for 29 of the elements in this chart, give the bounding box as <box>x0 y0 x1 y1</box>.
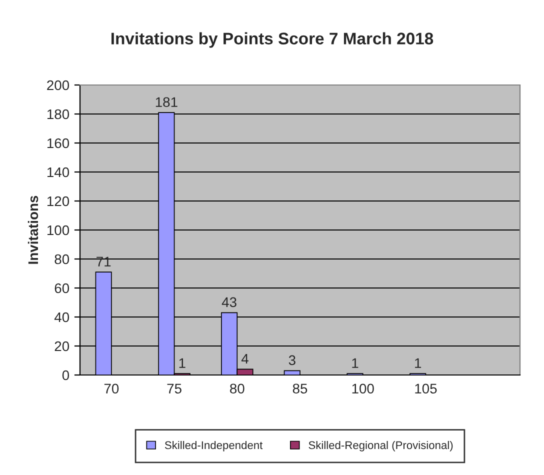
data-label: 43 <box>222 297 236 308</box>
y-tick-label: 60 <box>54 283 70 294</box>
y-axis-title: Invitations <box>28 196 38 264</box>
x-tick-label: 75 <box>167 384 182 394</box>
chart-title: Invitations by Points Score 7 March 2018 <box>111 32 434 48</box>
y-tick-label: 80 <box>54 254 70 264</box>
y-tick-label: 40 <box>54 312 70 322</box>
data-label: 1 <box>415 358 422 368</box>
y-tick-label: 140 <box>47 167 70 178</box>
data-label: 1 <box>352 358 358 368</box>
data-label: 1 <box>179 358 186 368</box>
data-label: 4 <box>241 354 248 364</box>
x-tick-label: 85 <box>292 384 308 394</box>
y-tick-label: 200 <box>47 80 70 90</box>
x-tick-label: 80 <box>230 384 244 394</box>
data-label: 181 <box>156 97 178 108</box>
legend-label: Skilled-Regional (Provisional) <box>308 440 453 452</box>
y-tick-label: 0 <box>62 370 70 380</box>
y-tick-label: 120 <box>47 196 70 206</box>
y-tick-label: 180 <box>47 109 70 120</box>
y-tick-label: 20 <box>54 341 70 352</box>
legend-label: Skilled-Independent <box>164 440 263 452</box>
data-label: 3 <box>288 355 296 366</box>
y-tick-label: 100 <box>47 225 70 236</box>
x-tick-label: 100 <box>352 384 374 394</box>
x-tick-label: 70 <box>104 384 119 394</box>
data-label: 71 <box>96 256 111 266</box>
y-tick-label: 160 <box>47 138 70 148</box>
x-tick-label: 105 <box>415 384 437 394</box>
